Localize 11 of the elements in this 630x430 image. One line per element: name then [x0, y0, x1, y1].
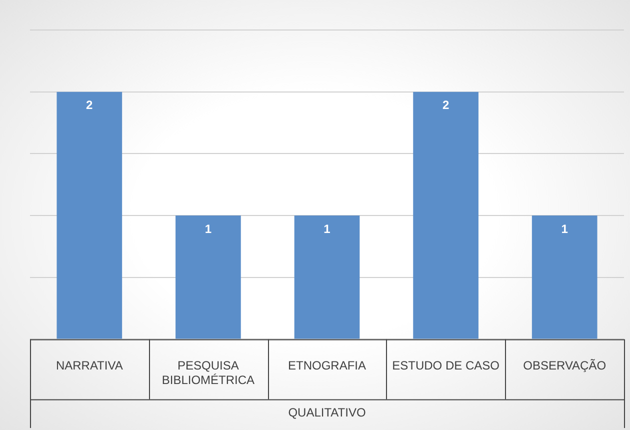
data-label: 1	[561, 222, 568, 236]
x-tick-label: ETNOGRAFIA	[288, 358, 366, 373]
data-label: 2	[86, 98, 94, 112]
data-label: 1	[324, 222, 331, 236]
x-axis-title: QUALITATIVO	[288, 406, 366, 420]
x-tick-label: OBSERVAÇÃO	[523, 358, 606, 373]
x-tick-label: PESQUISA BIBLIOMÉTRICA	[162, 358, 255, 388]
x-tick-label: NARRATIVA	[56, 358, 123, 373]
data-label: 1	[204, 222, 212, 236]
x-tick-label: ESTUDO DE CASO	[392, 358, 500, 373]
data-label: 2	[442, 98, 450, 112]
